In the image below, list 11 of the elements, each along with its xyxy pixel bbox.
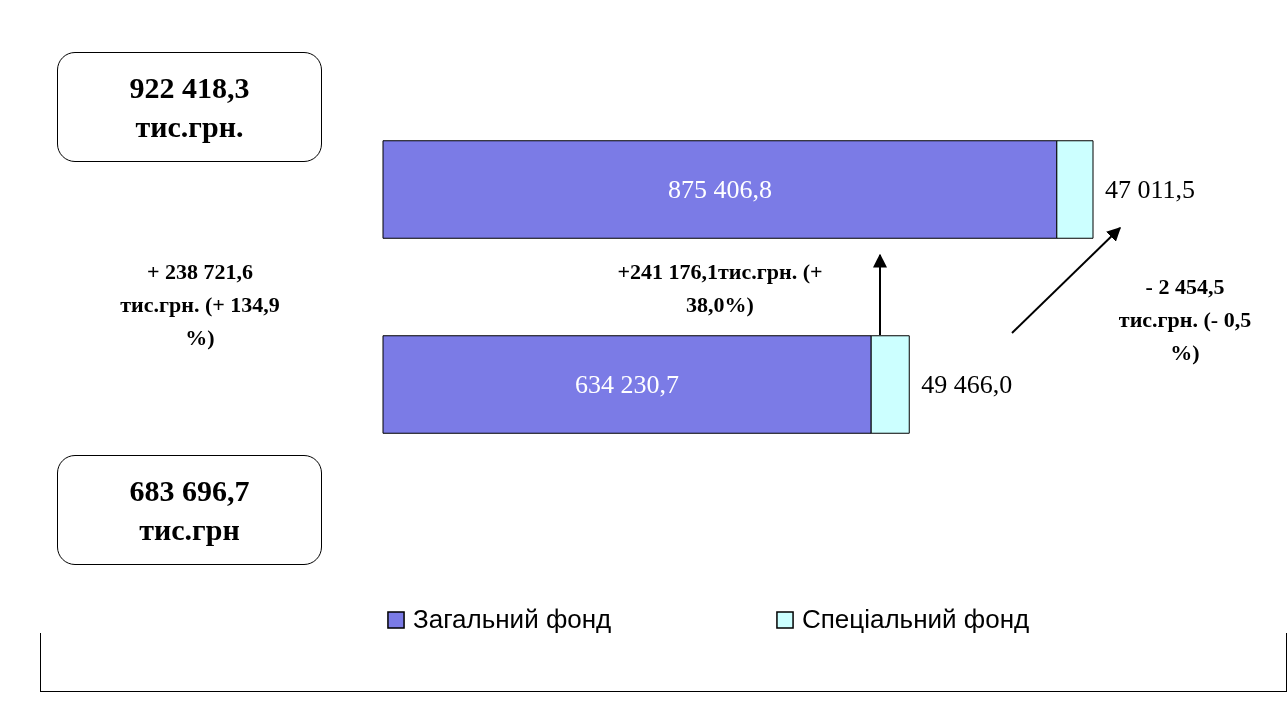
data-label: 875 406,8 xyxy=(667,174,772,204)
legend-label: Загальний фонд xyxy=(413,604,612,634)
data-label: 634 230,7 xyxy=(575,369,680,399)
data-label: 47 011,5 xyxy=(1105,174,1196,204)
data-label: 49 466,0 xyxy=(921,369,1013,399)
legend-label: Спеціальний фонд xyxy=(802,604,1030,634)
text: + 238 721,6 тис.грн. (+ 134,9 %) xyxy=(120,258,280,352)
text: 683 696,7 тис.грн xyxy=(57,455,322,565)
annotation: +241 176,1тис.грн. (+ 38,0%) xyxy=(616,258,824,319)
text: - 2 454,5 тис.грн. (- 0,5 %) xyxy=(1117,273,1253,367)
text: 922 418,3 тис.грн. xyxy=(57,52,322,162)
